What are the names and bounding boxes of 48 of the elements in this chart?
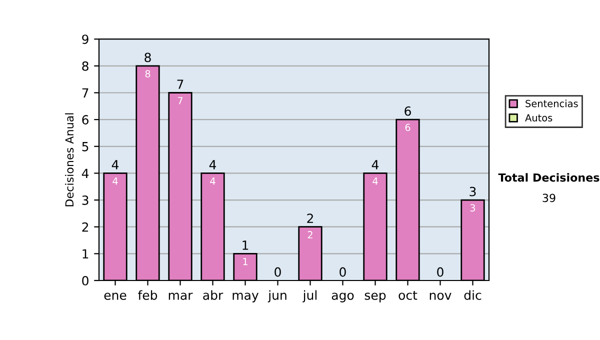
y-tick-label: 8 — [82, 61, 88, 71]
x-tick-label: oct — [398, 290, 418, 300]
total-label: 2 — [307, 214, 313, 223]
x-tick-label: mar — [168, 292, 193, 300]
y-tick-label: 1 — [82, 249, 88, 258]
data-label: 8 — [145, 70, 150, 78]
y-tick-label: 0 — [82, 276, 88, 286]
x-tick-label: ene — [104, 292, 126, 300]
data-label: 7 — [178, 97, 183, 104]
data-label: 4 — [210, 178, 216, 185]
y-tick-label: 3 — [82, 196, 88, 205]
x-tick-label: dic — [464, 290, 482, 300]
y-tick-label: 5 — [82, 142, 88, 152]
total-label: 3 — [470, 186, 476, 196]
text: Total Decisiones — [498, 173, 600, 182]
data-label: 2 — [308, 231, 312, 238]
x-tick-label: abr — [203, 290, 224, 300]
x-tick-label: jun — [268, 290, 286, 302]
total-label: 1 — [242, 240, 248, 250]
x-tick-label: feb — [138, 290, 158, 300]
total-label: 0 — [340, 267, 346, 277]
data-label: 1 — [243, 258, 248, 266]
data-label: 3 — [470, 204, 476, 212]
y-tick-label: 7 — [82, 88, 88, 98]
total-label: 0 — [437, 267, 444, 277]
total-label: 6 — [404, 106, 411, 116]
total-label: 4 — [112, 160, 119, 170]
x-tick-label: sep — [364, 292, 386, 302]
total-label: 0 — [274, 267, 281, 277]
x-tick-label: may — [232, 292, 258, 302]
data-label: 6 — [405, 124, 410, 132]
total-label: 4 — [372, 160, 379, 170]
y-axis-title: Decisiones Anual — [65, 113, 74, 206]
x-tick-label: ago — [332, 292, 354, 302]
y-tick-label: 9 — [82, 34, 88, 44]
total-label: 8 — [144, 52, 151, 62]
legend-label: Sentencias — [526, 100, 578, 108]
y-tick-label: 2 — [82, 222, 88, 232]
data-label: 4 — [112, 178, 118, 185]
total-label: 7 — [177, 80, 184, 89]
text: 39 — [542, 194, 556, 202]
x-tick-label: jul — [302, 290, 317, 302]
legend-label: Autos — [525, 114, 552, 122]
total-label: 4 — [209, 160, 216, 170]
y-tick-label: 6 — [82, 115, 88, 124]
x-tick-label: nov — [430, 292, 452, 300]
data-label: 4 — [372, 178, 378, 185]
y-tick-label: 4 — [82, 168, 89, 178]
